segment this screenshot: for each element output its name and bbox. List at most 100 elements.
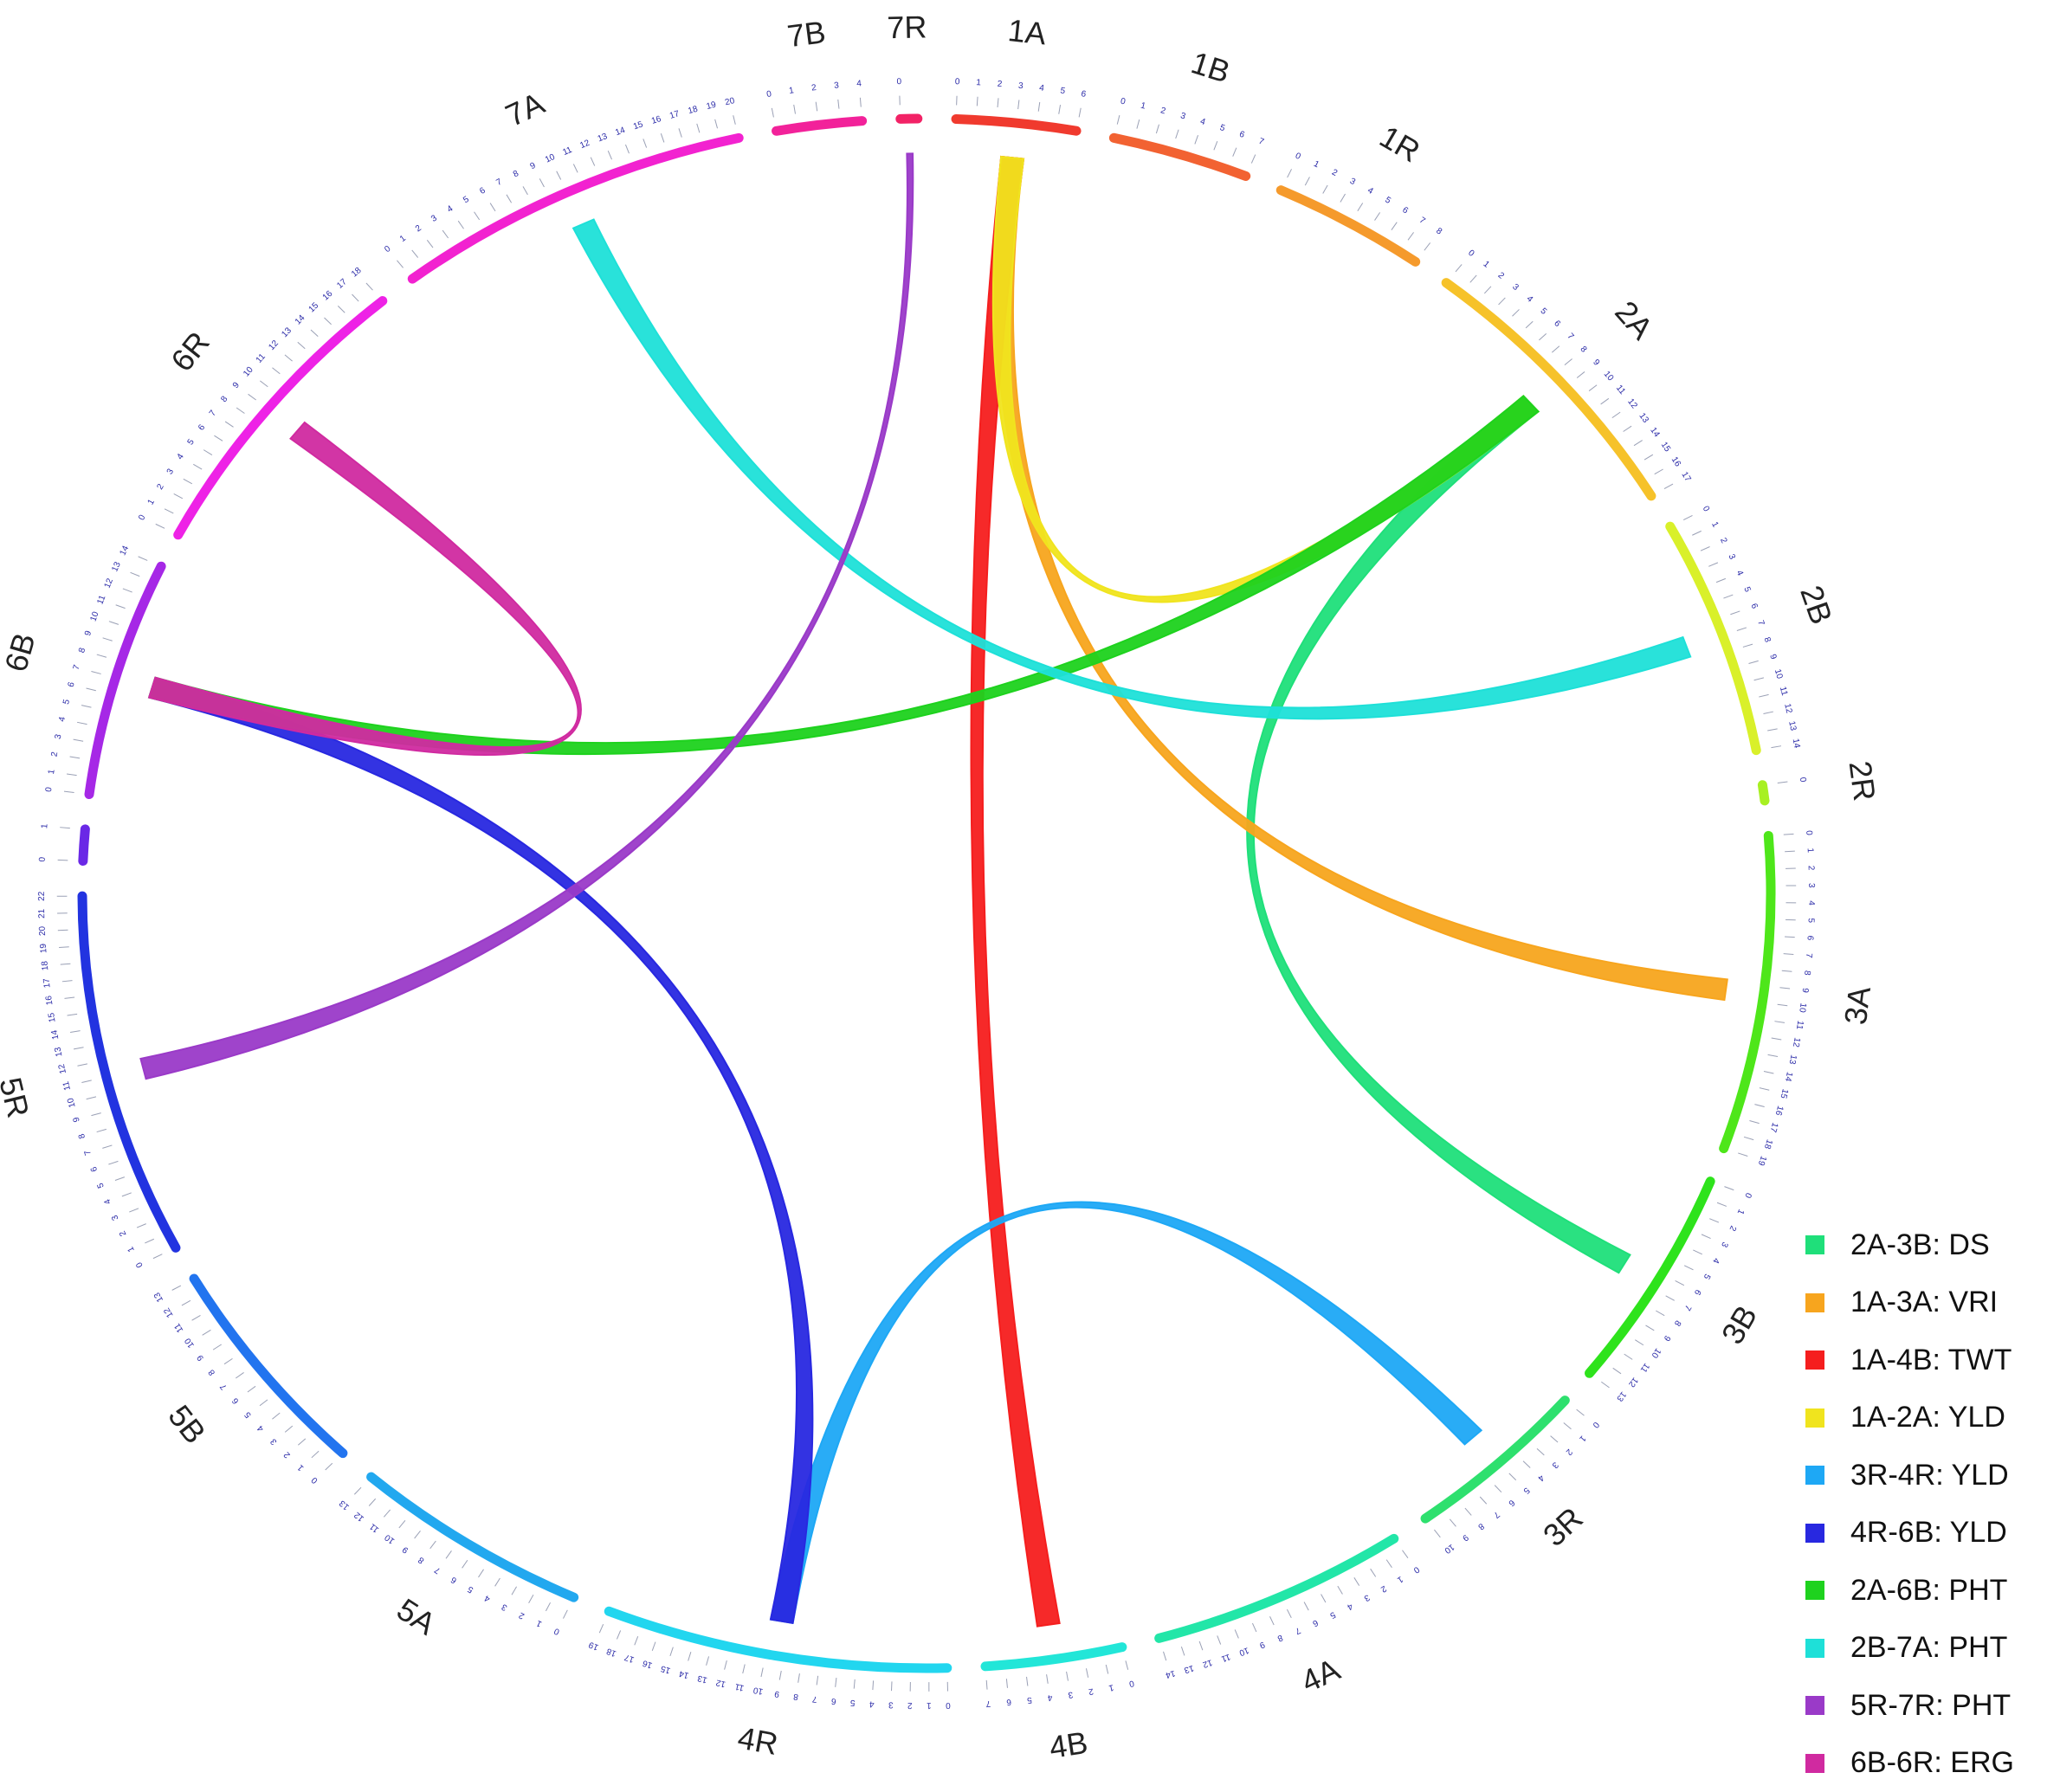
tick-label: 10 — [1443, 1542, 1456, 1556]
tick-mark — [643, 139, 647, 147]
tick-label: 10 — [183, 1336, 197, 1350]
tick-mark — [816, 102, 817, 112]
tick-label: 13 — [1786, 720, 1798, 732]
tick-label: 17 — [1679, 470, 1692, 484]
tick-mark — [1480, 1497, 1487, 1504]
tick-mark — [156, 524, 165, 528]
tick-label: 6 — [1506, 1498, 1516, 1508]
tick-label: 10 — [66, 1097, 78, 1109]
tick-label: 18 — [605, 1646, 618, 1658]
legend-swatch — [1805, 1639, 1824, 1658]
tick-label: 4 — [1734, 569, 1745, 577]
legend-swatch — [1805, 1408, 1824, 1428]
tick-mark — [1106, 1665, 1107, 1674]
tick-label: 4 — [1806, 900, 1816, 906]
chromosome-arc-1r — [1281, 190, 1415, 262]
tick-mark — [1354, 1577, 1359, 1585]
tick-label: 7 — [1417, 216, 1427, 226]
tick-label: 8 — [1434, 226, 1443, 236]
tick-mark — [523, 186, 527, 195]
tick-mark — [115, 1177, 125, 1181]
tick-mark — [838, 100, 839, 109]
tick-label: 12 — [1625, 397, 1639, 411]
legend-swatch — [1805, 1524, 1824, 1543]
tick-mark — [1778, 782, 1788, 783]
tick-mark — [1564, 1423, 1572, 1429]
tick-label: 13 — [1637, 411, 1650, 425]
tick-mark — [338, 306, 345, 313]
tick-label: 8 — [417, 1555, 426, 1565]
legend-item: 2A-6B: PHT — [1805, 1562, 2057, 1620]
tick-mark — [1764, 1072, 1773, 1073]
tick-label: 5 — [1805, 918, 1815, 923]
tick-label: 11 — [172, 1321, 185, 1334]
tick-label: 3 — [1806, 883, 1816, 888]
tick-mark — [1785, 937, 1795, 938]
tick-mark — [1716, 578, 1726, 582]
tick-label: 4 — [57, 716, 68, 723]
tick-label: 1 — [1107, 1682, 1114, 1692]
chromosome-label-3r: 3R — [1536, 1500, 1590, 1553]
tick-label: 4 — [102, 1197, 113, 1206]
tick-mark — [715, 119, 718, 128]
tick-mark — [1117, 115, 1120, 124]
legend-swatch — [1805, 1235, 1824, 1254]
chromosome-arc-5a — [371, 1477, 574, 1597]
tick-mark — [1784, 834, 1794, 835]
tick-label: 11 — [95, 594, 107, 606]
tick-label: 8 — [792, 1692, 799, 1702]
tick-label: 4 — [482, 1593, 492, 1604]
tick-label: 3 — [1727, 552, 1737, 561]
tick-mark — [1484, 287, 1491, 293]
tick-label: 4 — [1535, 1473, 1546, 1483]
tick-mark — [137, 1224, 146, 1228]
tick-label: 0 — [896, 77, 901, 87]
tick-label: 9 — [1800, 988, 1811, 994]
tick-label: 21 — [37, 908, 47, 919]
tick-label: 6 — [1748, 603, 1759, 611]
tick-mark — [1323, 185, 1327, 194]
chromosome-label-1r: 1R — [1374, 119, 1426, 170]
tick-label: 13 — [280, 326, 294, 339]
tick-label: 3 — [1362, 1592, 1372, 1603]
tick-mark — [557, 171, 561, 180]
tick-mark — [70, 757, 81, 758]
tick-label: 10 — [1773, 668, 1785, 680]
tick-mark — [1664, 484, 1673, 489]
tick-mark — [539, 178, 544, 187]
tick-mark — [1692, 531, 1701, 535]
tick-mark — [298, 1439, 305, 1445]
tick-mark — [679, 128, 681, 137]
chromosome-labels: 1A1B1R2A2B2R3A3B3R4A4B4R5A5B5R6A6B6R7A7B… — [0, 9, 1882, 1763]
tick-mark — [1006, 1679, 1007, 1688]
tick-mark — [1738, 1153, 1747, 1157]
tick-label: 1 — [976, 78, 982, 87]
tick-mark — [384, 1510, 390, 1517]
tick-mark — [1767, 729, 1777, 731]
tick-mark — [139, 557, 148, 561]
tick-mark — [312, 1451, 319, 1458]
tick-mark — [91, 671, 100, 674]
tick-mark — [1749, 1121, 1759, 1124]
tick-mark — [1059, 105, 1061, 114]
tick-mark — [1589, 385, 1597, 391]
tick-mark — [214, 435, 223, 441]
tick-label: 5 — [1026, 1695, 1032, 1705]
tick-mark — [1644, 454, 1653, 460]
tick-mark — [794, 105, 796, 114]
tick-mark — [74, 739, 83, 741]
legend-label: 1A-2A: YLD — [1850, 1401, 2005, 1434]
tick-mark — [1456, 264, 1462, 271]
chromosome-label-2a: 2A — [1608, 294, 1660, 346]
tick-mark — [1724, 1187, 1734, 1190]
legend-item: 5R-7R: PHT — [1805, 1677, 2057, 1735]
tick-mark — [1499, 298, 1506, 305]
tick-mark — [193, 464, 202, 469]
chromosome-label-1a: 1A — [1006, 12, 1048, 51]
tick-mark — [145, 1239, 154, 1243]
tick-mark — [661, 133, 664, 142]
tick-mark — [743, 1665, 745, 1673]
tick-label: 16 — [321, 289, 335, 303]
tick-label: 11 — [1778, 686, 1789, 697]
tick-label: 1 — [1709, 520, 1721, 529]
